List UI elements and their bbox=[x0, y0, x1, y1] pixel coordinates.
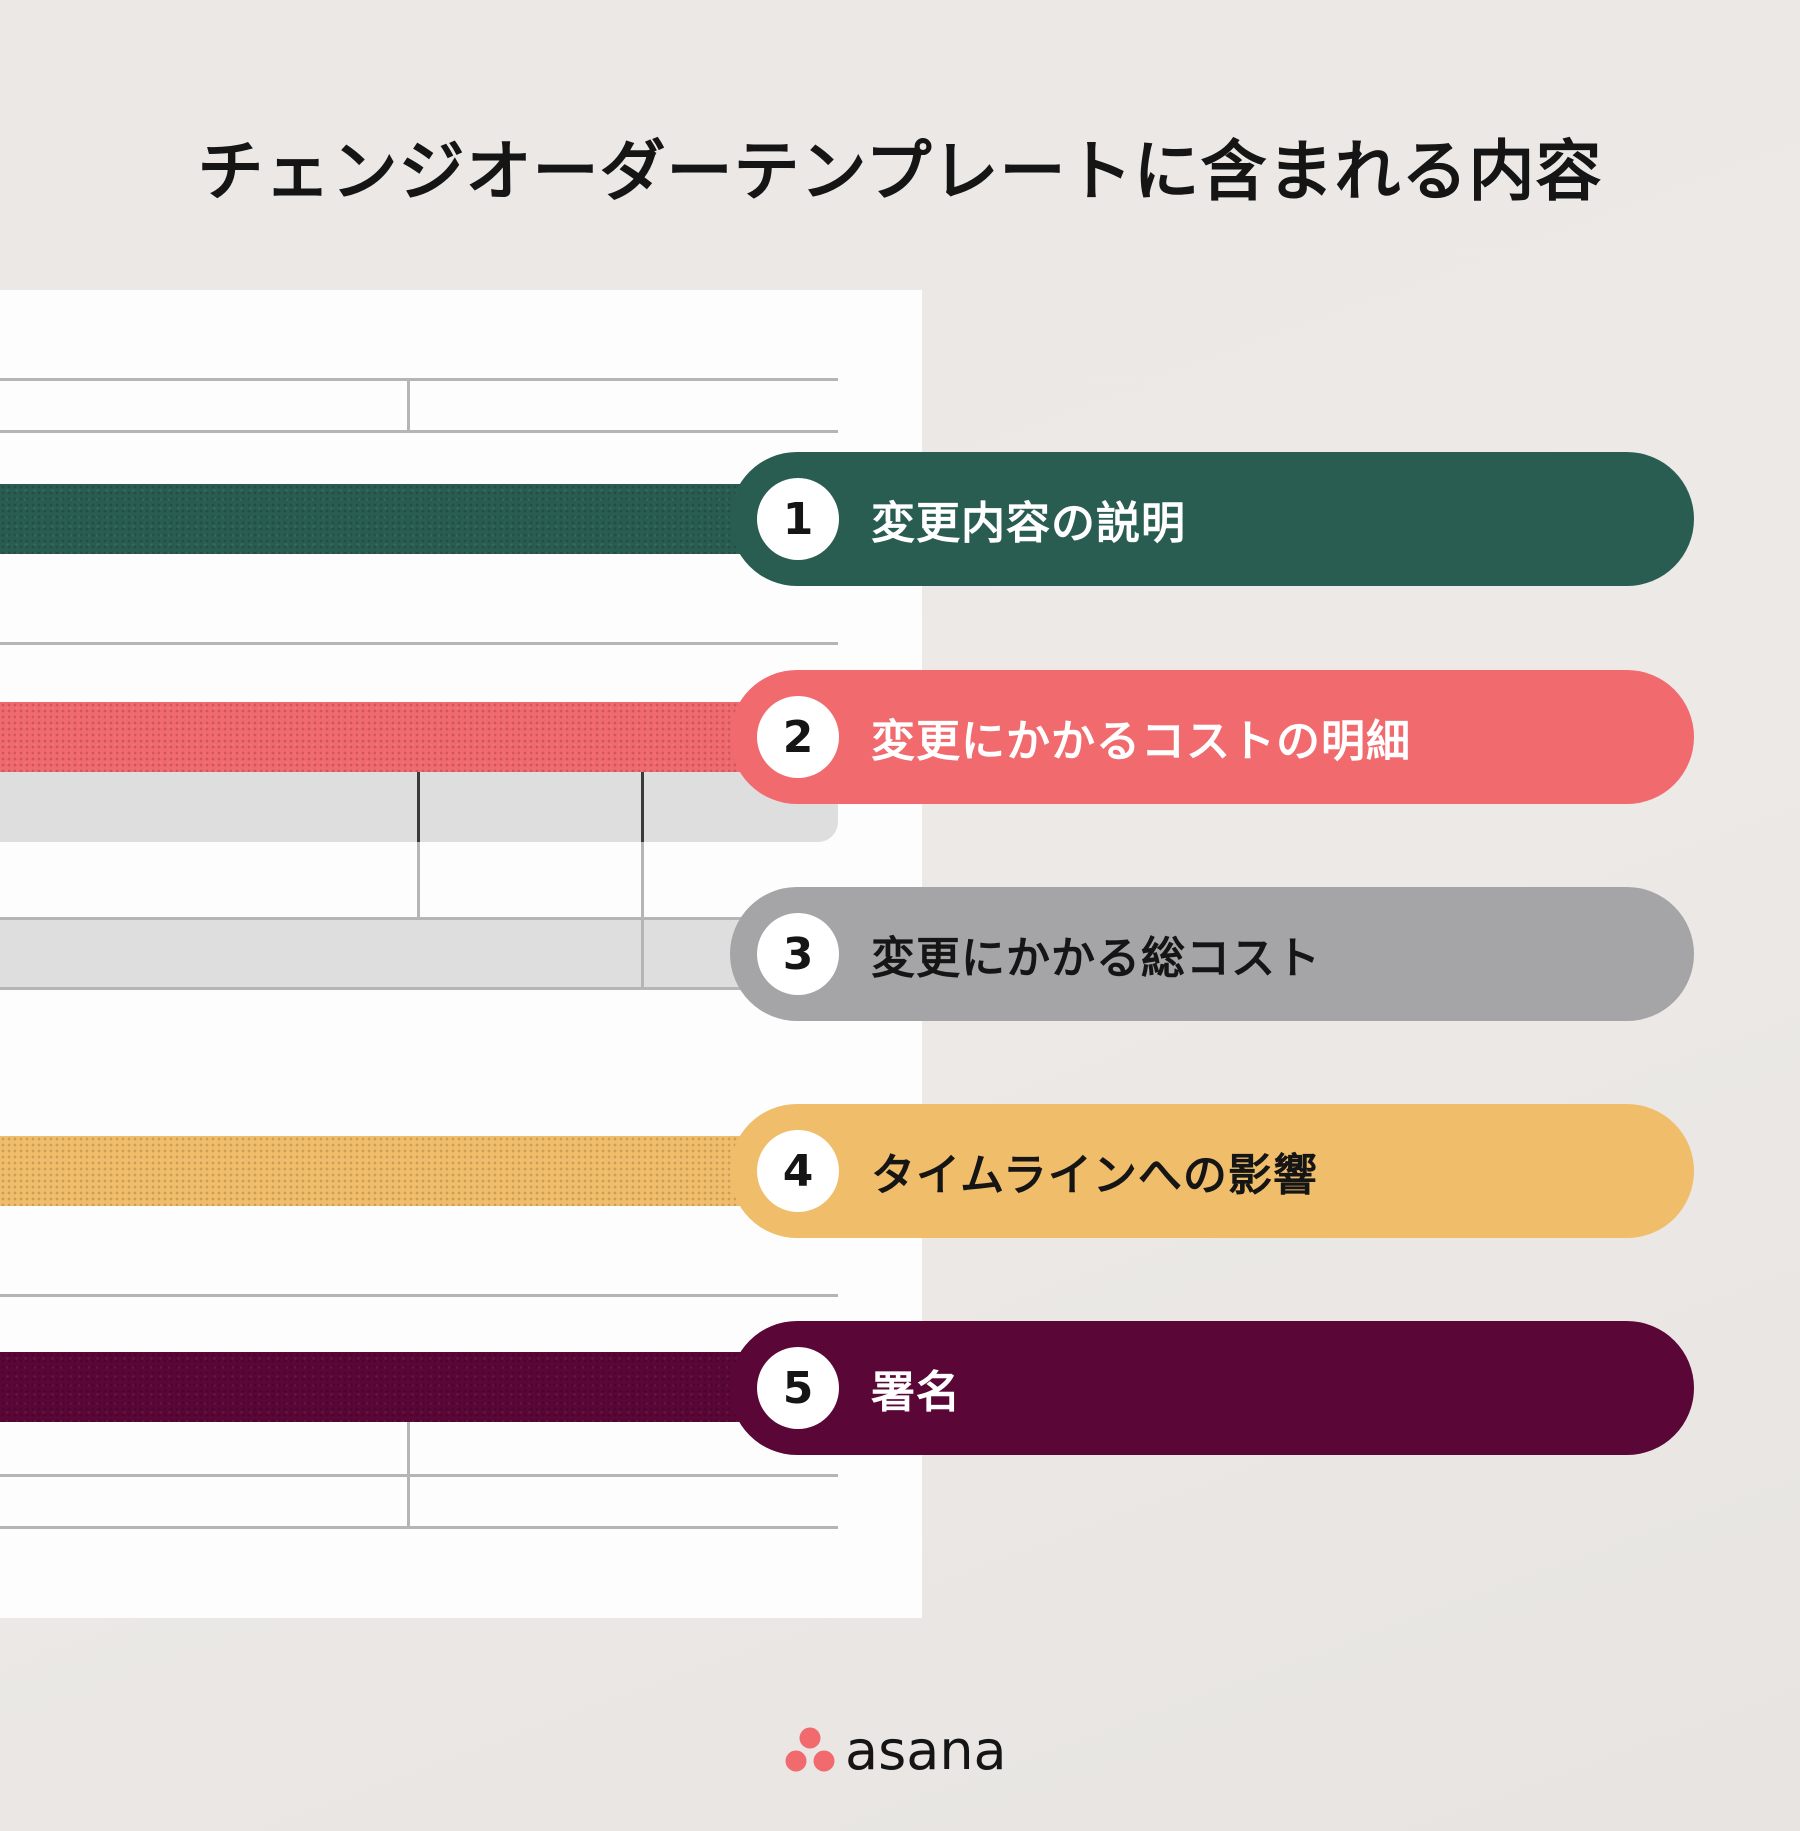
table-rule bbox=[0, 430, 838, 433]
table-rule bbox=[0, 642, 838, 645]
stripe-5 bbox=[0, 1352, 770, 1422]
item-number-badge: 4 bbox=[757, 1130, 839, 1212]
table-rule bbox=[0, 1474, 838, 1477]
item-4-pill: 4 タイムラインへの影響 bbox=[730, 1104, 1694, 1238]
stripe-2 bbox=[0, 702, 770, 772]
stripe-1 bbox=[0, 484, 770, 554]
stripe-4 bbox=[0, 1136, 770, 1206]
table-divider bbox=[417, 772, 420, 842]
asana-dots-icon bbox=[785, 1727, 835, 1773]
item-5-pill: 5 署名 bbox=[730, 1321, 1694, 1455]
table-rule bbox=[0, 917, 770, 920]
asana-logo: asana bbox=[785, 1719, 1007, 1782]
item-number-badge: 2 bbox=[757, 696, 839, 778]
table-rule bbox=[0, 987, 770, 990]
item-3-pill: 3 変更にかかる総コスト bbox=[730, 887, 1694, 1021]
table-divider bbox=[641, 772, 644, 842]
table-rule bbox=[0, 378, 838, 381]
table-divider bbox=[417, 842, 420, 918]
item-label: 変更内容の説明 bbox=[871, 498, 1186, 549]
table-rule bbox=[0, 1526, 838, 1529]
item-label: 変更にかかるコストの明細 bbox=[871, 716, 1411, 767]
item-2-pill: 2 変更にかかるコストの明細 bbox=[730, 670, 1694, 804]
table-divider bbox=[407, 1422, 410, 1528]
item-number-badge: 5 bbox=[757, 1347, 839, 1429]
table-divider bbox=[641, 842, 644, 918]
page-title: チェンジオーダーテンプレートに含まれる内容 bbox=[197, 133, 1603, 210]
item-label: 署名 bbox=[871, 1367, 961, 1418]
item-number-badge: 3 bbox=[757, 913, 839, 995]
item-number-badge: 1 bbox=[757, 478, 839, 560]
total-row-shade bbox=[0, 918, 770, 988]
item-label: 変更にかかる総コスト bbox=[871, 933, 1321, 984]
table-rule bbox=[0, 1294, 838, 1297]
logo-wordmark: asana bbox=[845, 1718, 1007, 1782]
item-1-pill: 1 変更内容の説明 bbox=[730, 452, 1694, 586]
table-divider bbox=[641, 918, 644, 988]
table-divider bbox=[407, 378, 410, 432]
item-label: タイムラインへの影響 bbox=[871, 1150, 1318, 1201]
